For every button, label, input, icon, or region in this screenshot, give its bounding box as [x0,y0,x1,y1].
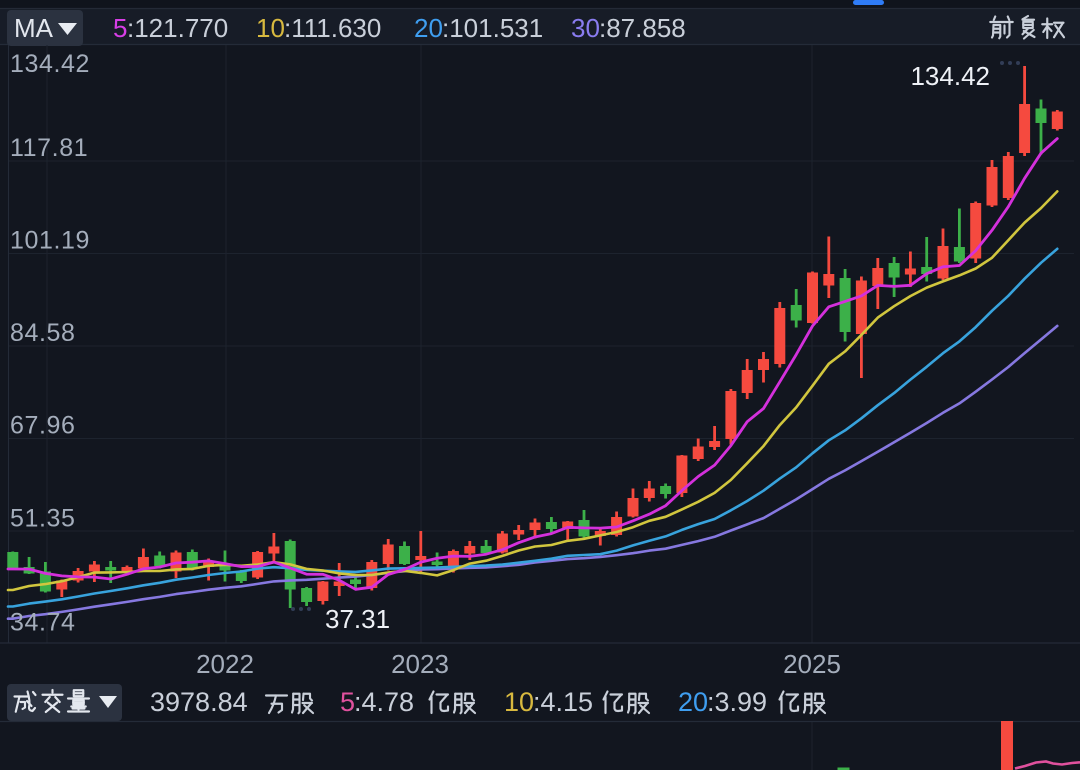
svg-text:84.58: 84.58 [10,319,76,347]
svg-text:2023: 2023 [391,649,449,679]
svg-text:30: 30 [571,13,600,43]
svg-text:134.42: 134.42 [10,50,90,78]
svg-text:117.81: 117.81 [10,134,88,162]
svg-text:34.74: 34.74 [10,609,76,637]
svg-text::111.630: :111.630 [284,13,381,43]
svg-text::101.531: :101.531 [442,13,543,43]
svg-text:37.31: 37.31 [325,604,390,634]
svg-text:10: 10 [256,13,285,43]
svg-text:101.19: 101.19 [10,227,90,255]
svg-text::87.858: :87.858 [599,13,686,43]
svg-text:67.96: 67.96 [10,412,76,440]
svg-text:MA: MA [14,13,54,43]
svg-text::3.99: :3.99 [707,687,767,717]
svg-text:51.35: 51.35 [10,505,76,533]
svg-text::121.770: :121.770 [127,13,228,43]
svg-text:5: 5 [340,687,355,717]
svg-text::4.15: :4.15 [533,687,593,717]
svg-text:10: 10 [504,687,534,717]
svg-text:20: 20 [414,13,443,43]
svg-text:20: 20 [678,687,708,717]
svg-text:3978.84: 3978.84 [150,687,248,717]
svg-text::4.78: :4.78 [354,687,414,717]
svg-text:134.42: 134.42 [910,61,990,91]
svg-text:2025: 2025 [783,649,841,679]
svg-text:5: 5 [113,13,127,43]
svg-text:2022: 2022 [196,649,254,679]
